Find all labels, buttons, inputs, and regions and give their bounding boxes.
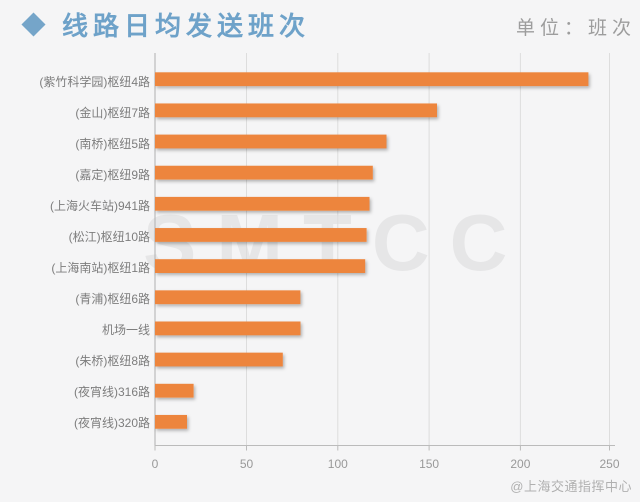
svg-text:100: 100 xyxy=(328,457,348,471)
svg-text:150: 150 xyxy=(419,457,439,471)
svg-text:250: 250 xyxy=(599,457,619,471)
svg-text:50: 50 xyxy=(240,457,254,471)
svg-text:200: 200 xyxy=(510,457,530,471)
svg-text:0: 0 xyxy=(152,457,159,471)
